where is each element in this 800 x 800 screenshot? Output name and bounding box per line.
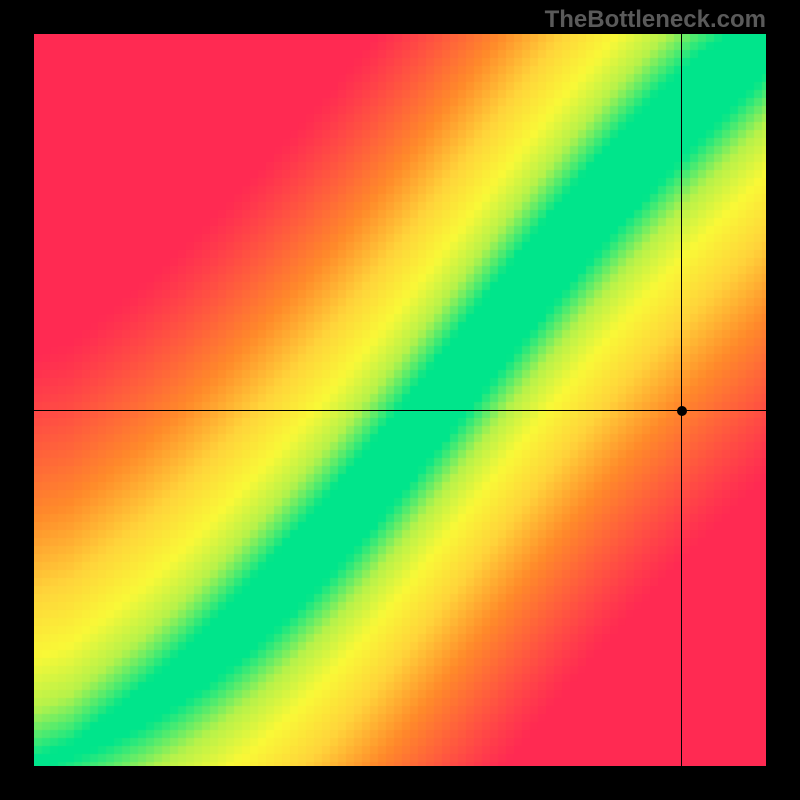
heatmap-canvas [34, 34, 766, 766]
crosshair-horizontal-line [34, 410, 766, 411]
crosshair-vertical-line [681, 34, 682, 766]
crosshair-marker-dot [677, 406, 687, 416]
chart-container: TheBottleneck.com [0, 0, 800, 800]
watermark-text: TheBottleneck.com [545, 6, 766, 34]
